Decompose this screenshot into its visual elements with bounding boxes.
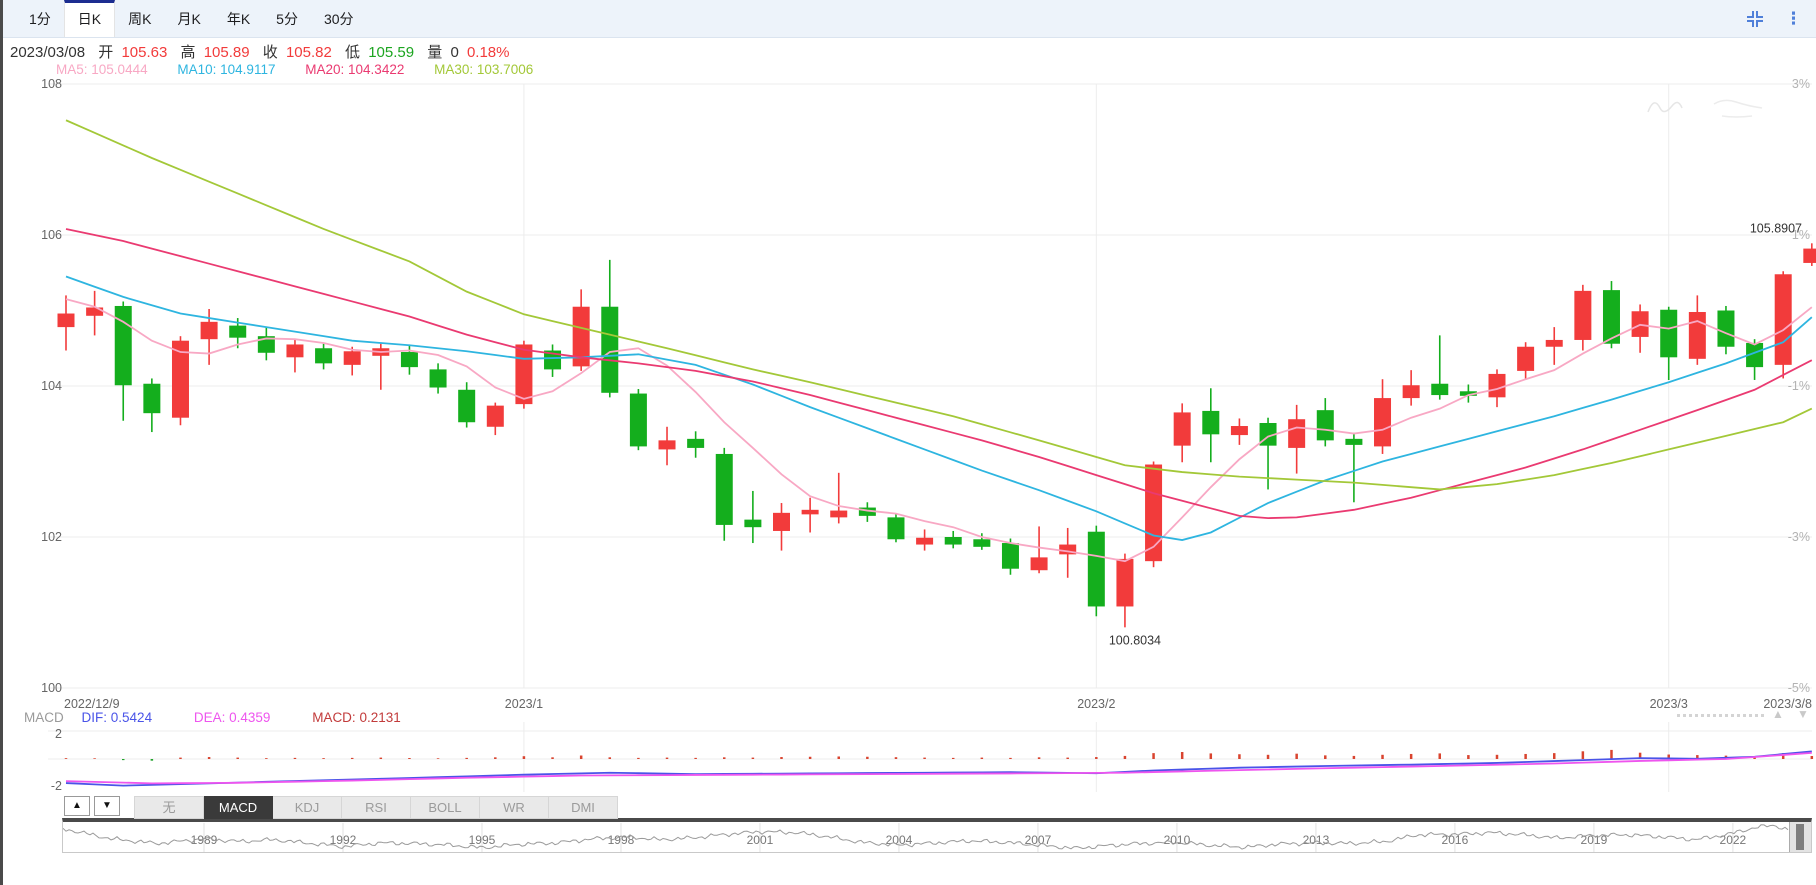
indicator-tab-macd[interactable]: MACD	[204, 796, 273, 819]
ma10-label: MA10:	[177, 62, 217, 77]
indicator-tab-kdj[interactable]: KDJ	[273, 796, 342, 819]
ma20-label: MA20:	[305, 62, 345, 77]
pane-resize-handle[interactable]	[1677, 714, 1764, 717]
svg-text:2022: 2022	[1720, 833, 1747, 847]
indicator-up-button[interactable]: ▲	[64, 796, 90, 816]
tab-weekly-k[interactable]: 周K	[128, 11, 152, 27]
svg-text:1%: 1%	[1792, 228, 1810, 242]
tab-1min[interactable]: 1分	[29, 11, 51, 27]
dif-value: 0.5424	[110, 710, 153, 725]
tab-daily-k[interactable]: 日K	[63, 0, 116, 37]
svg-text:2: 2	[55, 727, 62, 741]
ma10-value: 104.9117	[220, 62, 276, 77]
tab-5min[interactable]: 5分	[276, 11, 298, 27]
close-value: 105.82	[285, 44, 332, 61]
high-value: 105.89	[203, 44, 250, 61]
indicator-tabs: 无 MACD KDJ RSI BOLL WR DMI	[134, 796, 618, 819]
svg-text:100: 100	[41, 681, 62, 695]
dif-label: DIF:	[81, 710, 108, 725]
svg-text:2001: 2001	[747, 833, 774, 847]
macd-pane-title: MACD	[24, 710, 64, 725]
ma30-value: 103.7006	[476, 62, 534, 77]
open-label: 开	[98, 44, 114, 61]
svg-text:2023/2: 2023/2	[1077, 697, 1115, 711]
svg-text:106: 106	[41, 228, 62, 242]
quote-date: 2023/03/08	[10, 44, 86, 61]
pane-collapse-down-icon[interactable]: ▼	[1797, 707, 1809, 721]
dea-value: 0.4359	[229, 710, 271, 725]
page-left-border	[0, 0, 3, 885]
svg-text:2023/3/8: 2023/3/8	[1763, 697, 1812, 711]
low-label: 低	[345, 44, 361, 61]
ma30-label: MA30:	[434, 62, 474, 77]
svg-text:102: 102	[41, 530, 62, 544]
navigator-handle-grip	[1796, 824, 1804, 850]
svg-text:1989: 1989	[191, 833, 218, 847]
svg-text:-1%: -1%	[1788, 379, 1810, 393]
indicator-toolbar: ▲ ▼ 无 MACD KDJ RSI BOLL WR DMI	[64, 796, 618, 819]
svg-text:-3%: -3%	[1788, 530, 1810, 544]
ma5-label: MA5:	[56, 62, 88, 77]
dea-label: DEA:	[193, 710, 226, 725]
tab-30min[interactable]: 30分	[323, 11, 354, 27]
macd-legend-row: MACD DIF: 0.5424 DEA: 0.4359 MACD: 0.213…	[24, 710, 439, 725]
pane-expand-up-icon[interactable]: ▲	[1772, 707, 1784, 721]
indicator-tab-boll[interactable]: BOLL	[411, 796, 480, 819]
volume-value: 0	[450, 44, 459, 61]
ma20-value: 104.3422	[348, 62, 405, 77]
svg-text:100.8034: 100.8034	[1109, 633, 1161, 647]
ma-legend-row: MA5: 105.0444 MA10: 104.9117 MA20: 104.3…	[56, 62, 559, 77]
indicator-down-button[interactable]: ▼	[94, 796, 120, 816]
macd-value-label: MACD:	[312, 710, 356, 725]
svg-text:2007: 2007	[1025, 833, 1052, 847]
indicator-tab-wr[interactable]: WR	[480, 796, 549, 819]
svg-text:2023/3: 2023/3	[1650, 697, 1688, 711]
macd-value: 0.2131	[359, 710, 401, 725]
svg-text:2023/1: 2023/1	[505, 697, 543, 711]
svg-text:3%: 3%	[1792, 77, 1810, 91]
volume-label: 量	[427, 44, 443, 61]
ohlc-info-row: 2023/03/08 开 105.63 高 105.89 收 105.82 低 …	[10, 41, 510, 62]
svg-text:2022/12/9: 2022/12/9	[64, 697, 120, 711]
svg-text:105.8907: 105.8907	[1750, 221, 1802, 235]
navigator-right-handle[interactable]	[1789, 822, 1811, 852]
low-value: 105.59	[368, 44, 415, 61]
svg-text:1992: 1992	[330, 833, 357, 847]
indicator-tab-none[interactable]: 无	[134, 796, 204, 819]
svg-text:2019: 2019	[1581, 833, 1608, 847]
more-menu-icon[interactable]: ⋮	[1785, 9, 1802, 28]
period-toolbar: 1分 日K 周K 月K 年K 5分 30分 ⋮	[0, 0, 1816, 38]
close-label: 收	[262, 44, 278, 61]
ma5-value: 105.0444	[91, 62, 148, 77]
tab-yearly-k[interactable]: 年K	[226, 11, 251, 27]
toolbar-spacer	[367, 0, 1745, 37]
change-percent: 0.18%	[466, 44, 510, 61]
history-navigator[interactable]	[62, 818, 1812, 853]
indicator-tab-rsi[interactable]: RSI	[342, 796, 411, 819]
high-label: 高	[180, 44, 196, 61]
svg-text:108: 108	[41, 77, 62, 91]
svg-text:-5%: -5%	[1788, 681, 1810, 695]
indicator-tab-dmi[interactable]: DMI	[549, 796, 618, 819]
collapse-icon[interactable]	[1745, 9, 1765, 29]
svg-text:104: 104	[41, 379, 62, 393]
svg-text:1995: 1995	[469, 833, 496, 847]
open-value: 105.63	[121, 44, 168, 61]
toolbar-icons: ⋮	[1745, 0, 1816, 37]
tab-monthly-k[interactable]: 月K	[177, 11, 201, 27]
svg-text:-2: -2	[51, 779, 62, 793]
